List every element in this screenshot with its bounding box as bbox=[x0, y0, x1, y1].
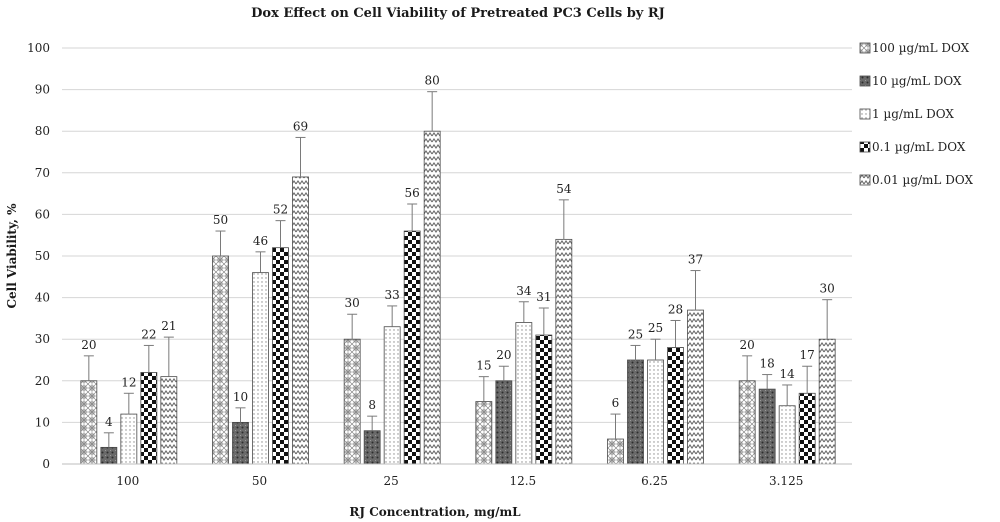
data-label: 34 bbox=[516, 284, 532, 298]
bar bbox=[475, 401, 493, 465]
bar bbox=[80, 380, 98, 465]
x-tick-label: 3.125 bbox=[769, 474, 803, 488]
bar bbox=[160, 376, 178, 465]
bar bbox=[667, 347, 684, 465]
x-tick-label: 25 bbox=[384, 474, 399, 488]
data-label: 20 bbox=[81, 338, 96, 352]
data-label: 56 bbox=[405, 186, 420, 200]
data-label: 22 bbox=[141, 327, 156, 341]
y-tick-label: 50 bbox=[35, 249, 50, 263]
data-label: 8 bbox=[368, 398, 376, 412]
y-axis-label: Cell Viability, % bbox=[5, 203, 19, 309]
legend-swatch bbox=[859, 174, 871, 186]
data-label: 10 bbox=[233, 390, 248, 404]
x-tick-label: 6.25 bbox=[641, 474, 668, 488]
bar bbox=[232, 421, 249, 465]
bar bbox=[535, 334, 553, 465]
data-label: 54 bbox=[556, 182, 572, 196]
x-axis-ticks: 100 50 25 12.5 6.25 3.125 bbox=[116, 474, 803, 488]
gridlines bbox=[62, 47, 852, 423]
bar bbox=[343, 338, 361, 465]
legend-swatch bbox=[859, 141, 871, 153]
x-tick-label: 100 bbox=[116, 474, 139, 488]
data-label: 20 bbox=[740, 338, 755, 352]
legend-label: 10 µg/mL DOX bbox=[872, 74, 962, 88]
legend-label: 0.1 µg/mL DOX bbox=[872, 140, 966, 154]
bar bbox=[403, 230, 421, 465]
bar bbox=[687, 309, 704, 465]
bar bbox=[272, 247, 289, 465]
y-tick-label: 90 bbox=[35, 83, 50, 97]
bar bbox=[363, 430, 381, 465]
bar bbox=[515, 322, 533, 465]
y-tick-label: 70 bbox=[35, 166, 50, 180]
data-label: 25 bbox=[648, 321, 663, 335]
bar bbox=[212, 255, 229, 465]
legend-label: 1 µg/mL DOX bbox=[872, 107, 954, 121]
data-label: 18 bbox=[760, 357, 775, 371]
y-tick-label: 0 bbox=[42, 457, 50, 471]
bar bbox=[738, 380, 756, 465]
legend-label: 0.01 µg/mL DOX bbox=[872, 173, 973, 187]
bar bbox=[647, 359, 664, 465]
bar bbox=[120, 413, 138, 465]
y-tick-label: 20 bbox=[35, 374, 50, 388]
y-axis-ticks: 0 10 20 30 40 50 60 70 80 90 100 bbox=[27, 41, 50, 471]
legend: 100 µg/mL DOX 10 µg/mL DOX 1 µg/mL DOX 0.1 … bbox=[859, 41, 973, 187]
y-tick-label: 60 bbox=[35, 207, 50, 221]
data-label: 21 bbox=[161, 319, 176, 333]
y-tick-label: 100 bbox=[27, 41, 50, 55]
legend-swatch bbox=[859, 108, 871, 120]
y-tick-label: 80 bbox=[35, 124, 50, 138]
y-tick-label: 40 bbox=[35, 291, 50, 305]
error-bars bbox=[83, 91, 833, 448]
bar bbox=[798, 392, 816, 465]
bar bbox=[495, 380, 513, 465]
data-label: 31 bbox=[536, 290, 551, 304]
data-label: 20 bbox=[496, 348, 511, 362]
data-label: 25 bbox=[628, 327, 643, 341]
data-label: 46 bbox=[253, 234, 268, 248]
bar bbox=[140, 372, 158, 465]
bar bbox=[778, 405, 796, 465]
x-tick-label: 50 bbox=[252, 474, 267, 488]
bar bbox=[423, 130, 441, 465]
data-label: 17 bbox=[800, 348, 815, 362]
data-label: 37 bbox=[688, 253, 703, 267]
bar bbox=[383, 326, 401, 465]
data-label: 30 bbox=[345, 296, 360, 310]
legend-label: 100 µg/mL DOX bbox=[872, 41, 970, 55]
data-label: 6 bbox=[612, 396, 620, 410]
bar bbox=[627, 359, 644, 465]
bar bbox=[100, 446, 118, 465]
bars bbox=[80, 130, 836, 465]
y-tick-label: 10 bbox=[35, 415, 50, 429]
data-label: 30 bbox=[820, 282, 835, 296]
legend-swatch bbox=[859, 42, 871, 54]
legend-swatch bbox=[859, 75, 871, 87]
data-label: 12 bbox=[121, 375, 136, 389]
data-label: 14 bbox=[780, 367, 796, 381]
data-label: 69 bbox=[293, 119, 308, 133]
bar bbox=[555, 238, 573, 465]
bar bbox=[758, 388, 776, 465]
x-tick-label: 12.5 bbox=[509, 474, 536, 488]
bar bbox=[292, 176, 309, 465]
bar bbox=[607, 438, 624, 465]
data-labels: 20 4 12 22 21 50 10 46 52 69 30 8 33 56 80 15 20 34 31 54 6 2… bbox=[81, 74, 835, 429]
bar bbox=[252, 272, 269, 465]
data-label: 15 bbox=[476, 359, 491, 373]
y-tick-label: 30 bbox=[35, 332, 50, 346]
data-label: 33 bbox=[385, 288, 400, 302]
data-label: 50 bbox=[213, 213, 228, 227]
data-label: 52 bbox=[273, 203, 288, 217]
chart-title: Dox Effect on Cell Viability of Pretreat… bbox=[251, 6, 665, 21]
x-axis-label: RJ Concentration, mg/mL bbox=[349, 505, 521, 519]
bar bbox=[818, 338, 836, 465]
data-label: 80 bbox=[425, 74, 440, 88]
data-label: 28 bbox=[668, 302, 683, 316]
data-label: 4 bbox=[105, 415, 113, 429]
